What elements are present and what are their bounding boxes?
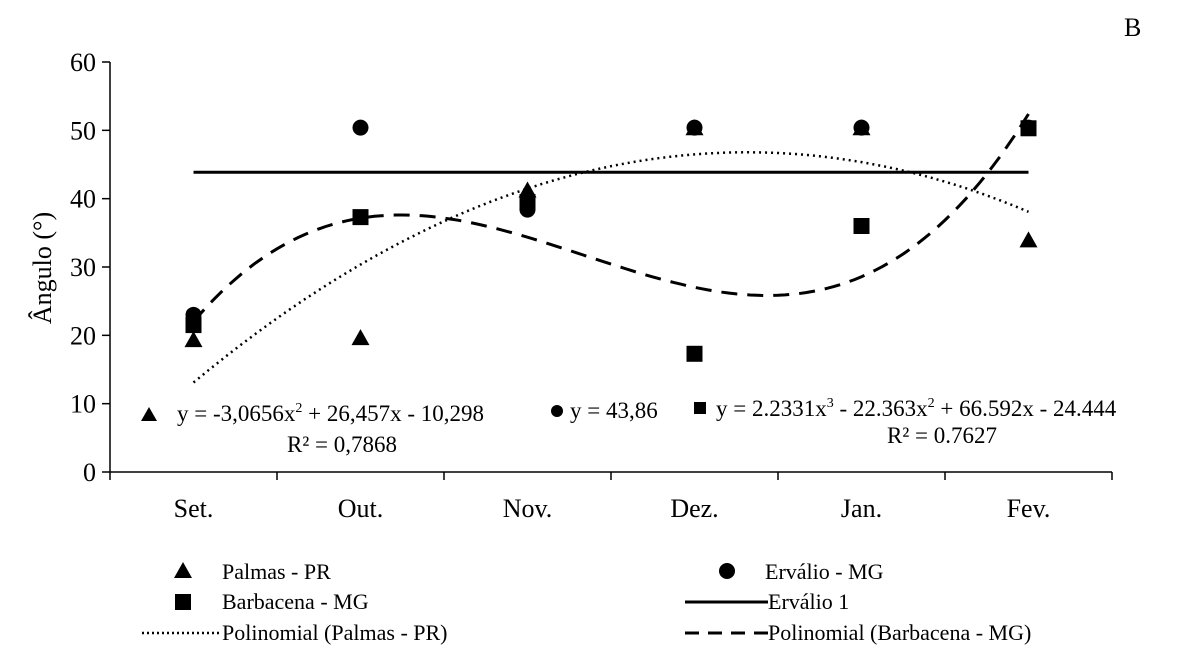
equation-palmas: y = -3,0656x2 + 26,457x - 10,298 R² = 0,… bbox=[141, 401, 484, 457]
x-tick-label: Jan. bbox=[841, 494, 882, 523]
point-square bbox=[1020, 120, 1037, 137]
y-axis-title: Ângulo (°) bbox=[28, 212, 57, 324]
point-circle bbox=[352, 119, 369, 136]
legend-triangle-icon bbox=[174, 562, 192, 578]
legend-item-ervalia-1: Erválio 1 bbox=[685, 589, 849, 614]
y-tick-label: 60 bbox=[70, 48, 96, 77]
point-triangle bbox=[1019, 231, 1038, 248]
legend-item-poly-barbacena: Polinomial (Barbacena - MG) bbox=[685, 620, 1031, 645]
point-circle bbox=[853, 119, 870, 136]
y-tick-label: 0 bbox=[83, 458, 96, 487]
legend: Palmas - PR Erválio - MG Barbacena - MG … bbox=[142, 559, 1031, 645]
x-tick-label: Set. bbox=[174, 494, 214, 523]
equation-palmas-triangle-icon bbox=[141, 407, 157, 421]
equation-barbacena-text: y = 2.2331x3 - 22.363x2 + 66.592x - 24.4… bbox=[716, 396, 1117, 421]
point-square bbox=[185, 317, 202, 334]
equation-ervalia-circle-icon bbox=[551, 405, 563, 417]
legend-circle-icon bbox=[719, 563, 735, 579]
plot-area: 0 10 20 30 40 50 60 Set. Out. Nov. Dez. Jan. Fev. bbox=[70, 48, 1113, 523]
fit-line-dashed bbox=[192, 113, 1030, 323]
equation-ervalia-text: y = 43,86 bbox=[570, 398, 658, 423]
legend-label-palmas: Palmas - PR bbox=[222, 559, 331, 584]
legend-item-palmas: Palmas - PR bbox=[174, 559, 331, 584]
y-tick-label: 50 bbox=[70, 116, 96, 145]
legend-item-barbacena: Barbacena - MG bbox=[175, 589, 369, 614]
y-tick-label: 30 bbox=[70, 253, 96, 282]
legend-label-barbacena: Barbacena - MG bbox=[222, 589, 369, 614]
point-triangle bbox=[351, 329, 370, 346]
x-tick-label: Nov. bbox=[503, 494, 553, 523]
equation-barbacena-r2: R² = 0.7627 bbox=[887, 423, 997, 448]
y-tick-label: 10 bbox=[70, 390, 96, 419]
legend-label-ervalia-1: Erválio 1 bbox=[768, 589, 849, 614]
y-tick-label: 20 bbox=[70, 321, 96, 350]
point-square bbox=[352, 209, 369, 226]
equation-palmas-r2: R² = 0,7868 bbox=[287, 432, 397, 457]
point-square bbox=[519, 194, 536, 211]
point-square bbox=[686, 345, 703, 362]
legend-label-ervalia: Erválio - MG bbox=[765, 559, 884, 584]
legend-label-poly-palmas: Polinomial (Palmas - PR) bbox=[222, 620, 448, 645]
x-tick-label: Dez. bbox=[670, 494, 718, 523]
fit-line-dotted bbox=[192, 151, 1029, 384]
point-triangle bbox=[184, 331, 203, 348]
legend-label-poly-barbacena: Polinomial (Barbacena - MG) bbox=[768, 620, 1031, 645]
equation-barbacena-square-icon bbox=[694, 402, 706, 414]
legend-square-icon bbox=[175, 594, 191, 610]
x-tick-label: Fev. bbox=[1007, 494, 1051, 523]
point-circle bbox=[686, 119, 703, 136]
equation-ervalia: y = 43,86 bbox=[551, 398, 658, 423]
panel-label: B bbox=[1124, 13, 1141, 42]
point-square bbox=[853, 218, 870, 234]
legend-item-ervalia: Erválio - MG bbox=[719, 559, 884, 584]
point-triangle bbox=[518, 181, 537, 198]
y-tick-label: 40 bbox=[70, 185, 96, 214]
equation-barbacena: y = 2.2331x3 - 22.363x2 + 66.592x - 24.4… bbox=[694, 396, 1117, 448]
equation-palmas-text: y = -3,0656x2 + 26,457x - 10,298 bbox=[177, 401, 484, 426]
x-tick-label: Out. bbox=[338, 494, 384, 523]
legend-item-poly-palmas: Polinomial (Palmas - PR) bbox=[142, 620, 448, 645]
